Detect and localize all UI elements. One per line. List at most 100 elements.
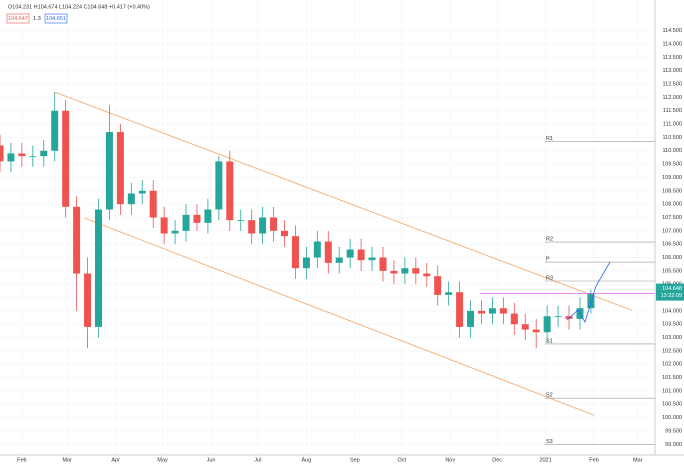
plot: R1 R2 P R3 S1 S2 S3 <box>0 91 655 445</box>
y-tick-label: 100.000 <box>662 415 682 421</box>
x-tick-label: May <box>157 457 168 463</box>
x-tick-label: Jun <box>207 457 216 463</box>
candle-body <box>390 270 398 274</box>
y-tick-label: 114.500 <box>663 28 682 34</box>
y-tick-label: 105.500 <box>662 268 682 274</box>
x-tick-label: Feb <box>17 457 26 463</box>
candle-body <box>94 209 102 327</box>
candle-body <box>226 161 234 221</box>
y-tick-label: 99.000 <box>665 442 682 448</box>
pivot-label: R1 <box>546 136 553 142</box>
candle-body <box>259 217 267 234</box>
candle-body <box>456 292 464 327</box>
candle-body <box>565 316 573 319</box>
y-tick-label: 107.500 <box>662 215 682 221</box>
candle-body <box>116 132 124 205</box>
candle-body <box>335 257 343 263</box>
y-tick-label: 108.500 <box>662 188 682 194</box>
y-tick-label: 111.000 <box>663 122 682 128</box>
candle-body <box>521 324 529 330</box>
candle-body <box>324 241 332 263</box>
y-tick-label: 114.000 <box>663 41 682 47</box>
y-tick-label: 101.000 <box>662 388 682 394</box>
candle-body <box>291 236 299 269</box>
candle-body <box>313 241 321 258</box>
pivot-label: R3 <box>546 275 553 281</box>
y-tick-label: 112.500 <box>663 82 682 88</box>
candle-body <box>281 230 289 237</box>
y-tick-label: 106.500 <box>662 242 682 248</box>
y-tick-label: 109.500 <box>662 162 682 168</box>
candle-body <box>401 268 409 274</box>
y-tick-label: 101.500 <box>662 375 682 381</box>
candle-body <box>84 273 92 327</box>
grid <box>0 0 655 455</box>
candle-body <box>62 110 70 207</box>
ask-button[interactable] <box>44 13 68 24</box>
pivot-label: R2 <box>546 236 553 242</box>
candle-body <box>160 217 168 234</box>
spread-text: 1.3 <box>33 16 41 22</box>
channel-line <box>54 91 632 311</box>
candle-body <box>105 132 113 210</box>
candle-body <box>412 268 420 274</box>
x-tick-label: Mar <box>633 457 643 463</box>
candle-body <box>138 190 146 194</box>
candle-body <box>477 310 485 314</box>
last-price-label: 104.648 <box>662 286 682 292</box>
y-tick-label: 102.500 <box>662 348 682 354</box>
candle-body <box>51 110 59 151</box>
last-time-label: 13:22:09 <box>661 293 682 299</box>
candle-body <box>204 209 212 223</box>
candle-body <box>445 292 453 295</box>
candle-body <box>127 193 135 205</box>
candle-body <box>532 329 540 333</box>
channel-line <box>84 217 595 416</box>
candle-body <box>215 161 223 210</box>
y-tick-label: 113.000 <box>663 68 682 74</box>
y-tick-label: 108.000 <box>662 202 682 208</box>
candle-body <box>193 214 201 223</box>
candle-body <box>29 156 37 157</box>
candle-body <box>587 293 595 309</box>
ask-text[interactable]: 104.651 <box>46 16 66 22</box>
candle-body <box>40 150 48 157</box>
candle-body <box>499 308 507 314</box>
y-tick-label: 103.000 <box>662 335 682 341</box>
projection-arrow <box>566 261 611 323</box>
last-price-box <box>656 283 684 301</box>
candle-body <box>379 257 387 271</box>
candle-body <box>554 316 562 318</box>
candle-body <box>171 230 179 234</box>
candle-body <box>357 249 365 261</box>
x-tick-label: Jul <box>254 457 261 463</box>
y-tick-label: 110.000 <box>663 148 682 154</box>
candle-body <box>248 220 256 234</box>
candle-body <box>346 249 354 258</box>
candle-body <box>543 316 551 333</box>
y-tick-label: 100.500 <box>662 402 682 408</box>
candle-body <box>368 257 376 261</box>
bid-text[interactable]: 104.647 <box>8 16 28 22</box>
y-tick-label: 106.000 <box>662 255 682 261</box>
y-tick-label: 112.000 <box>663 95 682 101</box>
pivot-label: S1 <box>546 338 553 344</box>
y-tick-label: 113.500 <box>663 55 682 61</box>
y-tick-label: 110.500 <box>663 135 682 141</box>
x-tick-label: Dec <box>492 457 502 463</box>
y-tick-label: 99.500 <box>665 428 682 434</box>
x-tick-label: 2021 <box>539 457 551 463</box>
x-tick-label: Aug <box>301 457 311 463</box>
y-tick-label: 102.000 <box>662 362 682 368</box>
ohlc-legend: O104.231 H104.674 L104.224 C104.648 +0.4… <box>8 4 150 10</box>
candle-body <box>237 220 245 221</box>
bid-button[interactable] <box>6 13 30 24</box>
candle-body <box>434 276 442 295</box>
candle-body <box>423 273 431 277</box>
x-tick-label: Nov <box>445 457 455 463</box>
candle-body <box>149 190 157 218</box>
pivot-label: P <box>546 257 550 263</box>
